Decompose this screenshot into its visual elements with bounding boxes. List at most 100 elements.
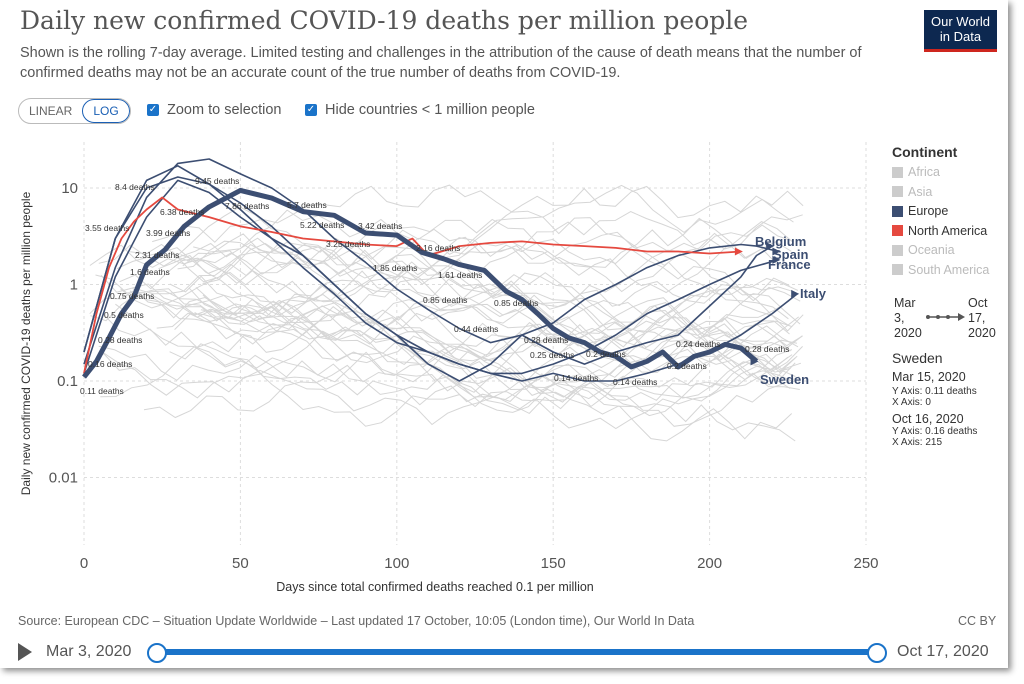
legend-item-oceania[interactable]: Oceania	[892, 243, 955, 257]
series-arrow	[772, 247, 781, 256]
background-series-line	[169, 343, 796, 442]
owid-logo[interactable]: Our World in Data	[924, 10, 997, 52]
background-series-line	[100, 286, 789, 398]
legend-swatch	[892, 166, 903, 178]
linear-scale-button[interactable]: LINEAR	[29, 104, 73, 118]
background-series-line	[89, 228, 794, 295]
legend-title: Continent	[892, 144, 958, 160]
legend-label: Oceania	[908, 243, 955, 257]
data-annotation: 2.31 deaths	[135, 250, 179, 260]
range-end-month: Oct	[968, 296, 988, 310]
background-series-line	[202, 294, 798, 403]
background-series-line	[116, 218, 790, 296]
y-tick-label: 0.01	[49, 470, 78, 487]
background-series-line	[202, 242, 798, 365]
series-line-belgium	[83, 158, 773, 365]
legend-swatch	[892, 186, 903, 197]
data-annotation: 0.16 deaths	[88, 359, 132, 369]
x-axis-label: Days since total confirmed deaths reache…	[276, 580, 594, 594]
data-annotation: 1.85 deaths	[373, 263, 417, 273]
background-series-line	[182, 221, 794, 308]
data-annotation: 1.61 deaths	[438, 270, 482, 280]
series-line-north-america	[83, 196, 741, 374]
range-start-month: Mar	[894, 296, 916, 310]
data-annotation: 0.28 deaths	[745, 344, 789, 354]
legend-label: South America	[908, 262, 990, 277]
legend-item-europe[interactable]: Europe	[892, 204, 948, 218]
background-series-line	[200, 299, 796, 402]
data-annotation: 9.45 deaths	[195, 176, 239, 186]
data-annotation: 5.7 deaths	[287, 200, 327, 210]
timeline-end-handle[interactable]	[867, 643, 887, 663]
data-annotation: 5.22 deaths	[300, 220, 344, 230]
timeline-start-label: Mar 3, 2020	[46, 643, 132, 660]
data-annotation: 8.4 deaths	[115, 182, 155, 192]
background-series-line	[143, 327, 802, 419]
legend-item-africa[interactable]: Africa	[892, 165, 940, 179]
timeline-start-handle[interactable]	[147, 643, 167, 663]
background-series-line	[177, 209, 804, 332]
background-series-line	[103, 294, 793, 396]
y-axis-label: Daily new confirmed COVID-19 deaths per …	[19, 191, 33, 495]
data-annotation: 0.14 deaths	[613, 377, 657, 387]
series-end-label: Italy	[800, 286, 827, 301]
data-annotation: 0.25 deaths	[530, 350, 574, 360]
background-series-line	[89, 184, 794, 315]
chart-subtitle: Shown is the rolling 7-day average. Limi…	[20, 45, 862, 81]
background-series-line	[98, 241, 803, 373]
data-annotation: 6.38 deaths	[160, 207, 204, 217]
checkmark-icon: ✓	[305, 104, 317, 116]
zoom-to-selection-checkbox[interactable]: ✓ Zoom to selection	[147, 102, 281, 118]
data-annotation: 0.2 deaths	[667, 361, 707, 371]
data-annotation: 0.75 deaths	[110, 291, 154, 301]
series-line-spain	[83, 165, 779, 382]
legend-swatch	[892, 244, 903, 256]
series-arrow	[766, 242, 775, 251]
data-annotation: 3.42 deaths	[358, 221, 402, 231]
chart-card: Daily new confirmed COVID-19 deaths per …	[0, 0, 1008, 663]
background-series-line	[119, 257, 793, 400]
timeline-end-label: Oct 17, 2020	[897, 643, 989, 660]
logo-line-2: in Data	[939, 29, 982, 44]
legend-label: Africa	[908, 165, 940, 179]
legend-item-asia[interactable]: Asia	[892, 185, 932, 199]
range-end-year: 2020	[968, 326, 996, 340]
range-end-day: 17,	[968, 311, 986, 325]
range-start: Mar 3, 2020	[894, 296, 922, 341]
x-tick-label: 200	[697, 555, 722, 572]
data-annotation: 0.14 deaths	[554, 373, 598, 383]
hide-label: Hide countries < 1 million people	[325, 102, 535, 118]
data-annotation: 0.44 deaths	[454, 324, 498, 334]
data-annotation: 0.11 deaths	[80, 386, 124, 396]
zoom-label: Zoom to selection	[167, 102, 282, 118]
log-scale-button[interactable]: LOG	[82, 99, 130, 123]
legend-swatch	[892, 264, 903, 275]
timeline-track[interactable]	[156, 649, 878, 655]
background-series-line	[188, 287, 800, 366]
legend-item-south-america[interactable]: South America	[892, 263, 989, 277]
background-series-line	[120, 217, 794, 309]
logo-line-1: Our World	[931, 14, 990, 29]
legend-item-north-america[interactable]: North America	[892, 224, 987, 238]
background-series-line	[102, 241, 792, 353]
legend-swatch	[892, 225, 903, 236]
license[interactable]: CC BY	[958, 614, 997, 628]
background-series-line	[152, 184, 794, 252]
data-annotation: 0.2 deaths	[586, 349, 626, 359]
play-icon[interactable]	[18, 643, 32, 661]
data-annotation: 0.28 deaths	[524, 335, 568, 345]
scale-toggle: LINEAR LOG	[18, 98, 131, 124]
series-end-label: France	[768, 257, 811, 272]
series-arrow	[772, 255, 781, 264]
series-arrow	[750, 357, 759, 366]
data-annotation: 7.86 deaths	[225, 201, 269, 211]
data-annotation: 1.6 deaths	[130, 267, 170, 277]
hide-small-countries-checkbox[interactable]: ✓ Hide countries < 1 million people	[305, 102, 535, 118]
data-annotation: 0.85 deaths	[423, 295, 467, 305]
data-annotation: 2.16 deaths	[416, 243, 460, 253]
series-arrow	[791, 289, 800, 298]
legend-label: Asia	[908, 184, 933, 199]
series-end-label: Spain	[773, 247, 808, 262]
x-tick-label: 50	[232, 555, 249, 572]
